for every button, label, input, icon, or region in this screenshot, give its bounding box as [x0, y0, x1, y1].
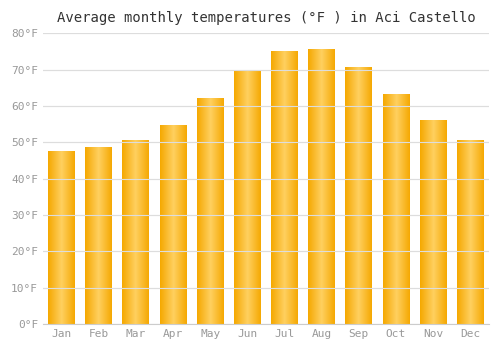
Title: Average monthly temperatures (°F ) in Aci Castello: Average monthly temperatures (°F ) in Ac… [56, 11, 476, 25]
